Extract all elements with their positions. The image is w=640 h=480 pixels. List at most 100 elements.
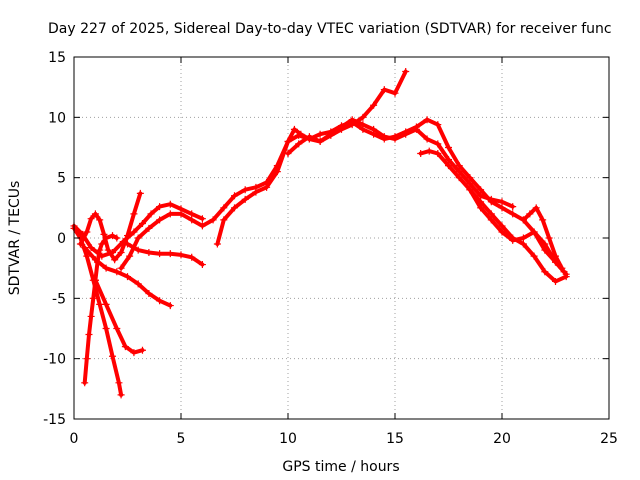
data-point-plus bbox=[156, 250, 164, 258]
data-point-plus bbox=[519, 234, 527, 242]
data-point-plus bbox=[477, 204, 485, 212]
data-point-plus bbox=[487, 195, 495, 203]
data-point-plus bbox=[545, 234, 553, 242]
data-point-plus bbox=[327, 130, 335, 138]
series-line bbox=[467, 187, 569, 277]
data-point-plus bbox=[102, 264, 110, 272]
data-point-plus bbox=[96, 300, 104, 308]
data-point-plus bbox=[124, 240, 131, 248]
data-point-plus bbox=[530, 252, 538, 260]
grid-lines bbox=[74, 57, 609, 419]
data-point-plus bbox=[509, 203, 517, 211]
data-point-plus bbox=[188, 253, 196, 261]
data-point-plus bbox=[198, 215, 206, 223]
data-point-plus bbox=[134, 234, 142, 242]
data-point-plus bbox=[166, 210, 174, 218]
data-point-plus bbox=[359, 113, 367, 121]
data-point-plus bbox=[509, 236, 517, 244]
data-point-plus bbox=[188, 210, 196, 218]
data-point-plus bbox=[134, 280, 142, 288]
data-point-plus bbox=[231, 192, 238, 200]
data-point-plus bbox=[138, 220, 146, 228]
data-point-plus bbox=[130, 349, 138, 357]
data-point-plus bbox=[519, 216, 527, 224]
data-point-plus bbox=[290, 125, 298, 133]
data-point-plus bbox=[348, 116, 356, 124]
data-point-plus bbox=[96, 246, 104, 254]
data-point-plus bbox=[434, 140, 442, 148]
data-point-plus bbox=[498, 228, 506, 236]
data-point-plus bbox=[305, 133, 313, 141]
data-point-plus bbox=[552, 252, 559, 260]
data-point-plus bbox=[532, 204, 540, 212]
data-point-plus bbox=[87, 312, 95, 320]
data-point-plus bbox=[102, 300, 110, 308]
series-track-4 bbox=[91, 276, 146, 357]
data-point-plus bbox=[156, 203, 164, 211]
data-point-plus bbox=[498, 222, 506, 230]
data-point-plus bbox=[539, 216, 547, 224]
data-point-plus bbox=[423, 116, 431, 124]
data-point-plus bbox=[359, 121, 367, 129]
series-track-8 bbox=[117, 67, 410, 272]
data-point-plus bbox=[423, 135, 431, 143]
data-point-plus bbox=[402, 130, 410, 138]
data-point-plus bbox=[284, 137, 292, 145]
data-point-plus bbox=[102, 325, 110, 332]
data-point-plus bbox=[113, 268, 121, 276]
data-point-plus bbox=[113, 325, 121, 332]
data-point-plus bbox=[552, 277, 559, 285]
series-line bbox=[72, 202, 205, 259]
series-line bbox=[215, 117, 567, 274]
series-track-10 bbox=[284, 116, 517, 211]
data-point-plus bbox=[166, 200, 174, 208]
data-point-plus bbox=[121, 343, 129, 351]
data-point-plus bbox=[83, 228, 91, 236]
data-point-plus bbox=[198, 222, 206, 230]
data-point-plus bbox=[445, 156, 452, 164]
data-point-plus bbox=[145, 290, 153, 298]
data-point-plus bbox=[477, 192, 485, 200]
series-track-7 bbox=[124, 240, 206, 269]
data-point-plus bbox=[91, 210, 99, 218]
data-series bbox=[70, 67, 570, 399]
data-point-plus bbox=[370, 125, 378, 133]
data-point-plus bbox=[177, 251, 185, 259]
data-point-plus bbox=[156, 297, 164, 305]
data-point-plus bbox=[412, 125, 420, 133]
series-line bbox=[286, 117, 515, 209]
data-point-plus bbox=[81, 379, 89, 387]
y-tick-label: 0 bbox=[57, 231, 66, 247]
data-point-plus bbox=[145, 224, 153, 232]
data-point-plus bbox=[380, 133, 388, 141]
data-point-plus bbox=[124, 273, 131, 281]
data-point-plus bbox=[241, 186, 249, 194]
data-point-plus bbox=[434, 150, 442, 158]
series-line bbox=[119, 69, 408, 271]
x-tick-label: 0 bbox=[70, 431, 79, 447]
data-point-plus bbox=[91, 276, 99, 284]
data-point-plus bbox=[130, 210, 138, 218]
data-point-plus bbox=[487, 210, 495, 218]
data-point-plus bbox=[209, 216, 217, 224]
x-tick-label: 25 bbox=[600, 431, 618, 447]
data-point-plus bbox=[124, 232, 131, 240]
y-tick-label: 15 bbox=[48, 50, 66, 66]
data-point-plus bbox=[519, 240, 527, 248]
data-point-plus bbox=[434, 121, 442, 129]
y-tick-label: 5 bbox=[57, 171, 66, 187]
data-point-plus bbox=[297, 130, 305, 138]
data-point-plus bbox=[113, 234, 121, 242]
data-point-plus bbox=[138, 346, 146, 354]
data-point-plus bbox=[104, 246, 112, 254]
data-point-plus bbox=[126, 252, 134, 260]
data-point-plus bbox=[530, 228, 538, 236]
data-point-plus bbox=[445, 144, 452, 151]
data-point-plus bbox=[83, 252, 91, 260]
data-point-plus bbox=[220, 216, 228, 224]
data-point-plus bbox=[466, 174, 474, 182]
data-point-plus bbox=[109, 232, 117, 240]
y-tick-label: 10 bbox=[48, 110, 66, 126]
data-point-plus bbox=[115, 379, 123, 387]
